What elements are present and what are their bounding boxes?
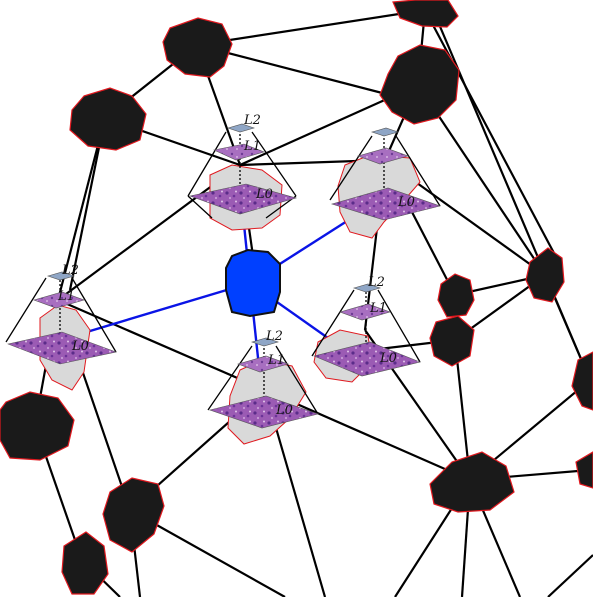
level-label-l0: L0 (379, 351, 397, 366)
tissue-level-0 (208, 395, 320, 429)
level-label-l0: L0 (71, 339, 89, 354)
cell-top-left (162, 17, 233, 78)
level-label-l2: L2 (243, 113, 261, 128)
cell-left-upper (69, 87, 147, 151)
tissue-level-1 (213, 143, 265, 161)
tissue-level-2 (370, 127, 400, 137)
tissue-level-2 (46, 271, 76, 281)
tissue-level-1 (237, 355, 289, 373)
cell-right-edge-lower (575, 451, 593, 489)
cell-far-right (571, 351, 593, 411)
central-node[interactable] (225, 248, 281, 318)
pyramid-left[interactable]: L2 L1 L0 (5, 263, 118, 391)
cell-top-right (392, 0, 459, 28)
tissue-level-1 (339, 303, 391, 321)
tissue-level-2 (250, 337, 280, 347)
pyramid-top-right[interactable]: L0 (329, 127, 442, 239)
level-label-l1: L1 (243, 139, 261, 154)
cell-mid-right-b (429, 315, 475, 367)
tissue-level-1 (357, 147, 409, 165)
tissue-level-2 (226, 123, 256, 133)
pyramid-bottom-center[interactable]: L2 L1 L0 (207, 329, 320, 445)
tissue-level-2 (352, 283, 382, 293)
level-label-l1: L1 (57, 289, 75, 304)
tissue-level-1 (33, 291, 85, 309)
cell-upper-right (379, 44, 460, 125)
cell-bottom-left-lower (61, 531, 109, 595)
cell-left-lower (0, 391, 75, 461)
level-label-l2: L2 (265, 329, 283, 344)
cell-mid-right-a (437, 273, 475, 318)
level-label-l1: L1 (267, 353, 285, 368)
level-label-l0: L0 (255, 187, 273, 202)
tissue-level-0 (188, 183, 298, 215)
pyramid-top-center[interactable]: L2 L1 L0 (187, 113, 298, 231)
level-label-l1: L1 (369, 301, 387, 316)
tissue-level-0 (330, 187, 442, 221)
level-label-l0: L0 (397, 195, 415, 210)
level-label-l2: L2 (61, 263, 79, 278)
cell-right-mid (525, 247, 565, 303)
cell-bottom-right (429, 451, 515, 513)
pyramid-center-right[interactable]: L2 L1 L0 (311, 275, 421, 383)
level-label-l0: L0 (275, 403, 293, 418)
level-label-l2: L2 (367, 275, 385, 290)
cell-bottom-left (102, 477, 165, 553)
tissue-level-0 (6, 331, 118, 365)
tissue-level-0 (313, 341, 421, 377)
